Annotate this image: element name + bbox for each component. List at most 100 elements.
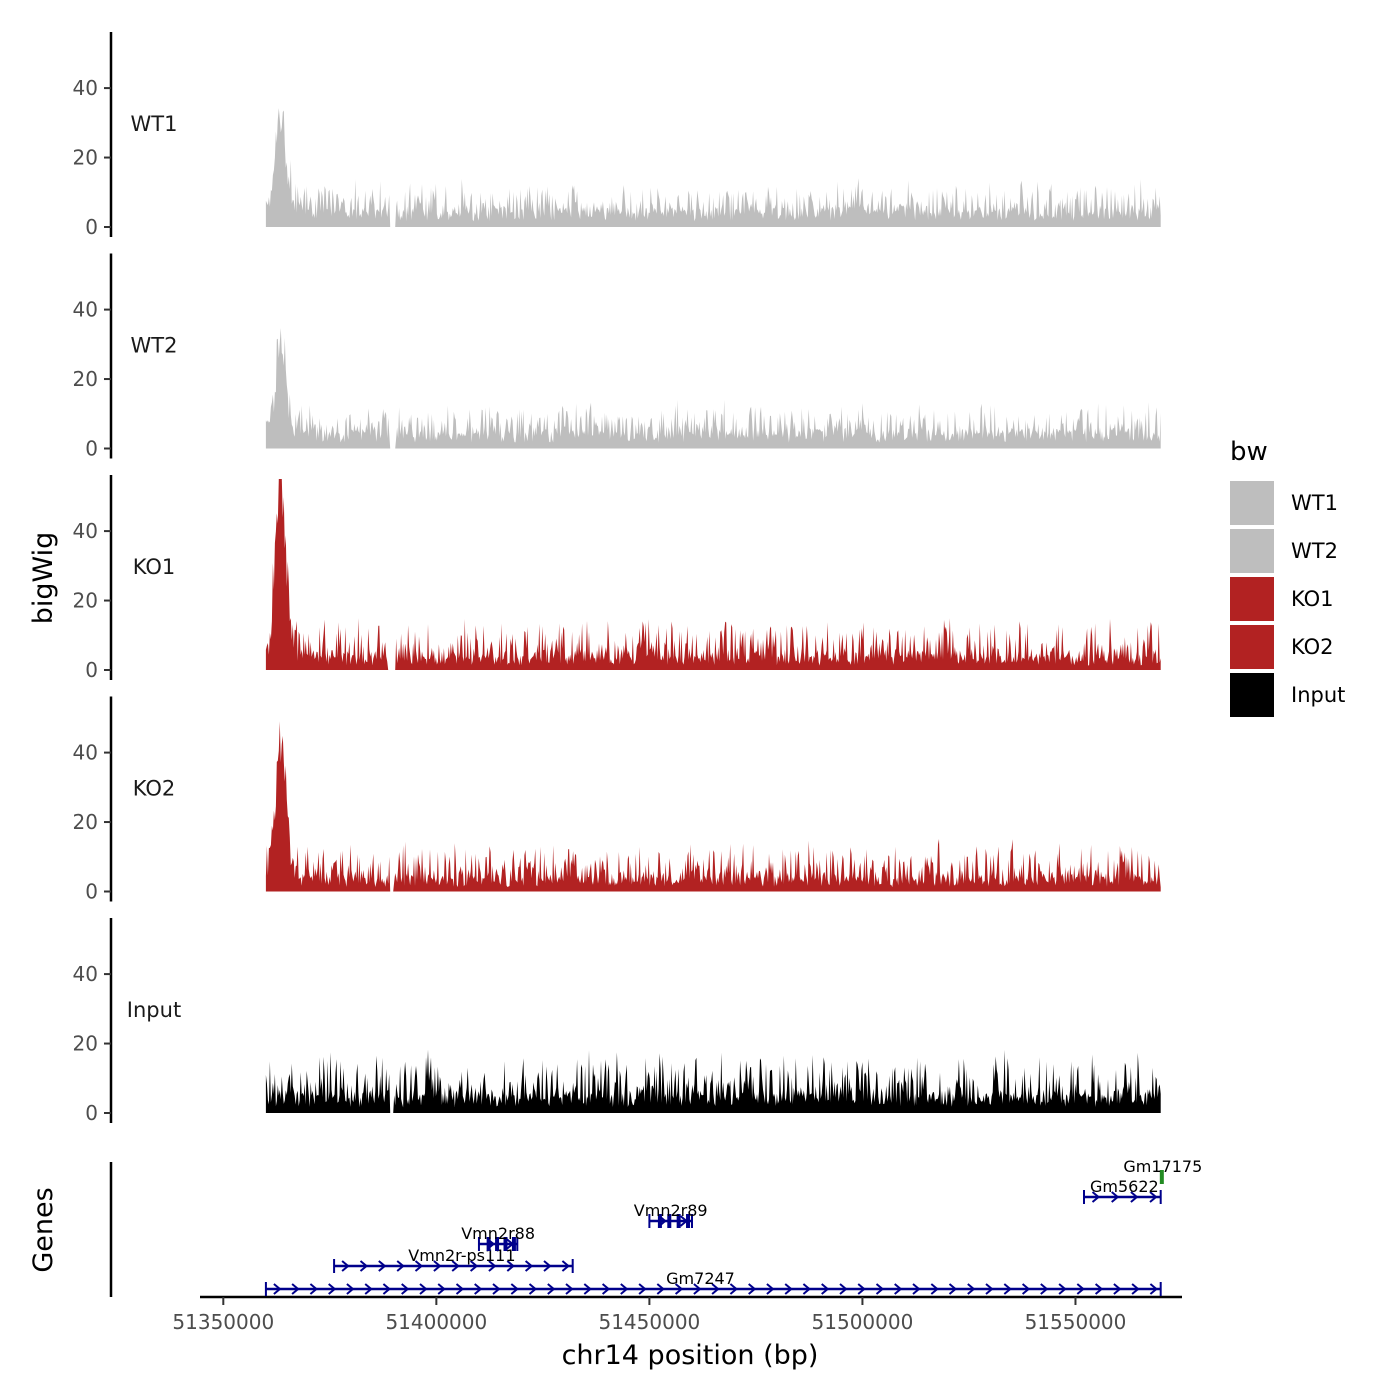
- legend-label: WT2: [1291, 539, 1338, 563]
- strand-arrow: [528, 1283, 538, 1295]
- legend-label: KO1: [1291, 587, 1334, 611]
- track-panel-wt1: 0 20 40 WT1: [73, 32, 1161, 239]
- strand-arrow: [437, 1283, 446, 1295]
- track-panel-input: 0 20 40 Input: [73, 918, 1161, 1125]
- strand-arrow: [1113, 1283, 1122, 1295]
- y-tick-label: 40: [73, 962, 98, 986]
- legend-entry: KO1: [1230, 577, 1334, 621]
- track-panel-wt2: 0 20 40 WT2: [73, 253, 1161, 461]
- gene-models: Gm7247 Vmn2r-ps111 Vmn2r88 Vmn2r89 Gm5622Gm1…: [264, 1157, 1202, 1296]
- coverage-area-wt1: [265, 108, 1161, 227]
- gene-label: Gm5622: [1090, 1177, 1159, 1196]
- strand-arrow: [748, 1283, 757, 1295]
- y-tick-label: 20: [73, 810, 98, 834]
- legend-swatch: [1230, 529, 1274, 573]
- strand-arrow: [967, 1283, 976, 1295]
- strand-arrow: [488, 1260, 497, 1272]
- gene-exon: [657, 1214, 662, 1228]
- coverage-area-input: [265, 1049, 1161, 1113]
- gene-label: Gm17175: [1123, 1157, 1202, 1176]
- y-tick-label: 0: [85, 437, 98, 461]
- strand-arrow: [359, 1260, 369, 1272]
- y-axis-title: bigWig: [28, 532, 59, 625]
- legend-entry: WT1: [1230, 481, 1338, 525]
- strand-arrow: [821, 1283, 830, 1295]
- legend: bw WT1 WT2 KO1 KO2 Input: [1230, 437, 1345, 717]
- strand-arrow: [912, 1283, 921, 1295]
- y-tick-label: 40: [73, 519, 98, 543]
- strand-arrow: [565, 1283, 574, 1295]
- strand-arrow: [401, 1283, 410, 1295]
- genes-axis-title: Genes: [28, 1187, 59, 1272]
- strand-arrow: [802, 1283, 811, 1295]
- legend-entry: KO2: [1230, 625, 1334, 669]
- y-tick-label: 20: [73, 146, 98, 170]
- strand-arrow: [309, 1283, 318, 1295]
- gene-exon: [511, 1237, 516, 1251]
- y-tick-label: 20: [73, 1032, 98, 1056]
- strand-arrow: [857, 1283, 866, 1295]
- y-tick-label: 40: [73, 298, 98, 322]
- strand-arrow: [451, 1260, 460, 1272]
- strand-arrow: [766, 1283, 775, 1295]
- strand-arrow: [346, 1283, 355, 1295]
- track-label: KO1: [133, 555, 176, 579]
- gene-vmn2r89: Vmn2r89: [634, 1201, 708, 1228]
- strand-arrow: [711, 1283, 720, 1295]
- strand-arrow: [948, 1283, 958, 1295]
- track-label: WT1: [131, 112, 178, 136]
- strand-arrow: [524, 1260, 534, 1272]
- legend-entry: WT2: [1230, 529, 1338, 573]
- strand-arrow: [506, 1260, 515, 1272]
- strand-arrow: [543, 1260, 552, 1272]
- strand-arrow: [1130, 1191, 1139, 1203]
- strand-arrow: [1094, 1283, 1104, 1295]
- x-axis-ticks: 51350000 51400000 51450000 51500000 51550000: [172, 1297, 1126, 1334]
- coverage-area-ko2: [265, 721, 1161, 892]
- gene-exon: [1159, 1170, 1164, 1184]
- y-tick-label: 0: [85, 1101, 98, 1125]
- strand-arrow: [1149, 1283, 1158, 1295]
- strand-arrow: [378, 1260, 387, 1272]
- strand-arrow: [656, 1283, 665, 1295]
- gene-label: Vmn2r-ps111: [408, 1246, 515, 1265]
- gene-exon: [667, 1214, 672, 1228]
- strand-arrow: [1091, 1191, 1101, 1203]
- gene-exon: [486, 1237, 491, 1251]
- track-label: KO2: [133, 776, 176, 800]
- y-tick-label: 0: [85, 880, 98, 904]
- strand-arrow: [341, 1260, 350, 1272]
- strand-arrow: [894, 1283, 903, 1295]
- strand-arrow: [620, 1283, 629, 1295]
- strand-arrow: [1040, 1283, 1049, 1295]
- legend-entries: WT1 WT2 KO1 KO2 Input: [1230, 481, 1345, 717]
- track-label: Input: [127, 998, 181, 1022]
- strand-arrow: [382, 1283, 391, 1295]
- x-tick-label: 51350000: [172, 1310, 274, 1334]
- x-axis-title: chr14 position (bp): [562, 1340, 819, 1371]
- strand-arrow: [583, 1283, 592, 1295]
- strand-arrow: [638, 1283, 647, 1295]
- y-tick-label: 20: [73, 589, 98, 613]
- gene-exon: [676, 1214, 681, 1228]
- gene-gm5622: Gm5622: [1083, 1177, 1162, 1204]
- gene-exon: [495, 1237, 500, 1251]
- gene-exon: [503, 1237, 508, 1251]
- strand-arrow: [474, 1283, 483, 1295]
- strand-arrow: [510, 1283, 519, 1295]
- strand-arrow: [273, 1283, 282, 1295]
- strand-arrow: [547, 1283, 556, 1295]
- strand-arrow: [693, 1283, 702, 1295]
- strand-arrow: [601, 1283, 611, 1295]
- x-tick-label: 51500000: [812, 1310, 914, 1334]
- strand-arrow: [985, 1283, 994, 1295]
- gene-label: Gm7247: [666, 1269, 735, 1288]
- legend-swatch: [1230, 673, 1274, 717]
- legend-entry: Input: [1230, 673, 1345, 717]
- strand-arrow: [1149, 1191, 1158, 1203]
- genes-panel: Genes 51350000 51400000 51450000 51500000 51…: [28, 1157, 1202, 1371]
- strand-arrow: [433, 1260, 442, 1272]
- y-tick-label: 0: [85, 215, 98, 239]
- strand-arrow: [492, 1283, 501, 1295]
